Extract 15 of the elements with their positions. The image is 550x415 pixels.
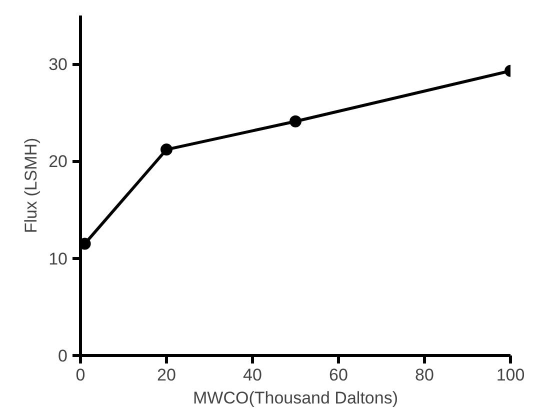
y-axis-title: Flux (LSMH) [22, 138, 41, 234]
y-tick-label: 0 [58, 346, 68, 366]
point [80, 238, 91, 250]
x-tick-label: 100 [496, 366, 525, 384]
x-tick-label: 60 [329, 366, 348, 384]
y-tick-label: 20 [48, 152, 68, 172]
x-tick-label: 80 [415, 366, 434, 384]
y-tick-label: 30 [48, 55, 68, 74]
x-tick-label: 20 [157, 366, 176, 384]
y-tick-label: 10 [48, 249, 68, 268]
point [160, 144, 172, 156]
x-axis-title: MWCO(Thousand Daltons) [193, 388, 398, 408]
point [290, 115, 302, 128]
x-tick-label: 40 [243, 366, 262, 384]
x-tick-label: 0 [76, 366, 86, 384]
